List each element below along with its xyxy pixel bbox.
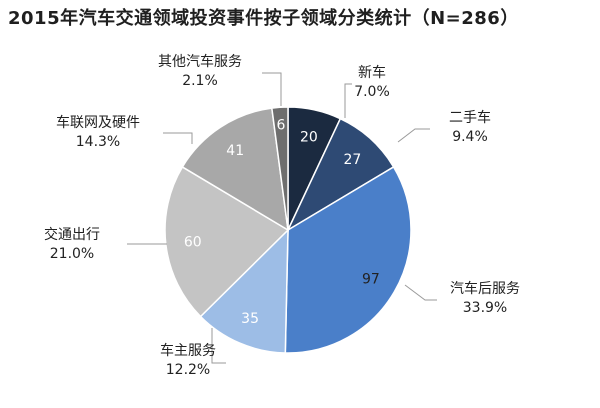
slice-percent-label-3: 12.2% xyxy=(166,362,210,378)
slice-percent-label-0: 7.0% xyxy=(354,84,390,100)
slice-percent-label-2: 33.9% xyxy=(463,300,507,316)
pie-slice-2 xyxy=(284,165,412,354)
slice-value-label-4: 60 xyxy=(184,235,202,251)
pie-slice-4 xyxy=(164,165,290,318)
slice-category-label-2: 汽车后服务 xyxy=(450,280,520,297)
slice-category-label-5: 车联网及硬件 xyxy=(56,114,140,131)
slice-category-label-4: 交通出行 xyxy=(44,226,100,243)
leader-line-3 xyxy=(211,328,226,364)
leader-line-1 xyxy=(397,128,430,143)
leader-line-6 xyxy=(262,72,282,106)
slice-value-label-2: 97 xyxy=(362,271,380,287)
slice-category-label-1: 二手车 xyxy=(449,109,491,126)
slice-percent-label-5: 14.3% xyxy=(76,134,120,150)
slice-percent-label-1: 9.4% xyxy=(452,129,488,145)
slice-percent-label-4: 21.0% xyxy=(50,246,94,262)
slice-value-label-6: 6 xyxy=(277,117,286,133)
pie-slice-5 xyxy=(181,107,289,232)
slice-value-label-0: 20 xyxy=(300,129,318,145)
slice-category-label-6: 其他汽车服务 xyxy=(158,53,242,70)
leader-line-5 xyxy=(163,132,193,144)
leader-line-2 xyxy=(404,284,437,301)
leader-line-0 xyxy=(344,83,352,118)
slice-category-label-0: 新车 xyxy=(358,64,386,81)
slice-value-label-1: 27 xyxy=(343,152,361,168)
slice-value-label-3: 35 xyxy=(241,311,259,327)
pie-slice-6 xyxy=(270,106,289,231)
chart-title: 2015年汽车交通领域投资事件按子领域分类统计（N=286） xyxy=(8,8,519,29)
slice-value-label-5: 41 xyxy=(226,143,244,159)
slice-percent-label-6: 2.1% xyxy=(182,73,218,89)
slice-category-label-3: 车主服务 xyxy=(160,342,216,359)
pie-slice-3 xyxy=(199,228,289,354)
